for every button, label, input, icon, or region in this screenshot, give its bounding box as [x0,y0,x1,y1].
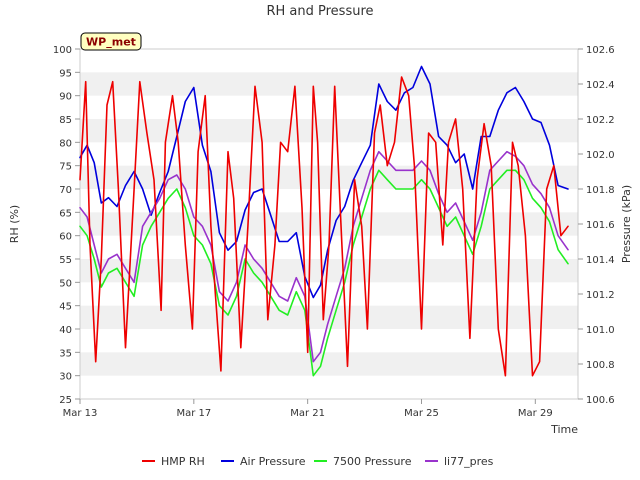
grid-band [80,259,578,283]
badge-label: WP_met [86,36,136,49]
x-tick-label: Mar 13 [63,408,98,419]
y-tick-label-left: 70 [59,185,72,196]
series-line-air-pressure [79,65,569,299]
y-tick-label-left: 25 [59,395,72,406]
grid-band [80,72,578,96]
legend-label: Air Pressure [240,455,306,468]
axes: 25 30 35 40 45 50 55 60 65 70 75 80 85 90 95 100 100.6 10… [53,45,615,419]
x-tick-label: Mar 29 [518,408,553,419]
series-line-li77-pres [79,150,569,363]
grid-band [80,352,578,376]
y-axis-label-right: Pressure (kPa) [620,185,633,263]
chart-title: RH and Pressure [266,4,373,19]
x-tick-label: Mar 25 [404,408,439,419]
y-tick-label-left: 85 [59,115,72,126]
y-tick-label-right: 102.4 [586,80,615,91]
y-tick-label-right: 101.0 [586,325,615,336]
y-axis-label-left: RH (%) [8,205,21,243]
y-tick-label-left: 90 [59,92,72,103]
y-tick-label-right: 100.6 [586,395,615,406]
y-tick-label-left: 100 [53,45,72,56]
y-tick-label-left: 55 [59,255,72,266]
y-tick-label-right: 101.4 [586,255,615,266]
x-axis-label: Time [550,423,578,436]
grid-band [80,165,578,189]
series-line-7500-pressure [79,169,569,377]
y-tick-label-left: 40 [59,325,72,336]
x-tick-label: Mar 21 [290,408,325,419]
y-tick-label-left: 30 [59,372,72,383]
legend: HMP RH Air Pressure 7500 Pressure li77_pres [142,455,494,468]
badge: WP_met [80,32,142,51]
y-tick-label-left: 75 [59,162,72,173]
y-tick-label-left: 35 [59,348,72,359]
y-tick-label-left: 60 [59,232,72,243]
series-line-hmp-rh [79,76,569,377]
legend-label: 7500 Pressure [333,455,412,468]
y-tick-label-right: 102.2 [586,115,615,126]
x-tick-label: Mar 17 [176,408,211,419]
y-tick-label-left: 95 [59,68,72,79]
legend-label: HMP RH [161,455,205,468]
y-tick-label-right: 101.2 [586,290,615,301]
y-tick-label-left: 45 [59,302,72,313]
y-tick-label-left: 80 [59,138,72,149]
legend-label: li77_pres [444,455,494,468]
y-tick-label-right: 102.0 [586,150,615,161]
y-tick-label-right: 101.6 [586,220,615,231]
y-tick-label-right: 101.8 [586,185,615,196]
y-tick-label-left: 65 [59,208,72,219]
y-tick-label-right: 100.8 [586,360,615,371]
grid-band [80,119,578,143]
badge-box [80,32,142,51]
y-tick-label-right: 102.6 [586,45,615,56]
series-layer [79,65,569,377]
y-tick-label-left: 50 [59,278,72,289]
